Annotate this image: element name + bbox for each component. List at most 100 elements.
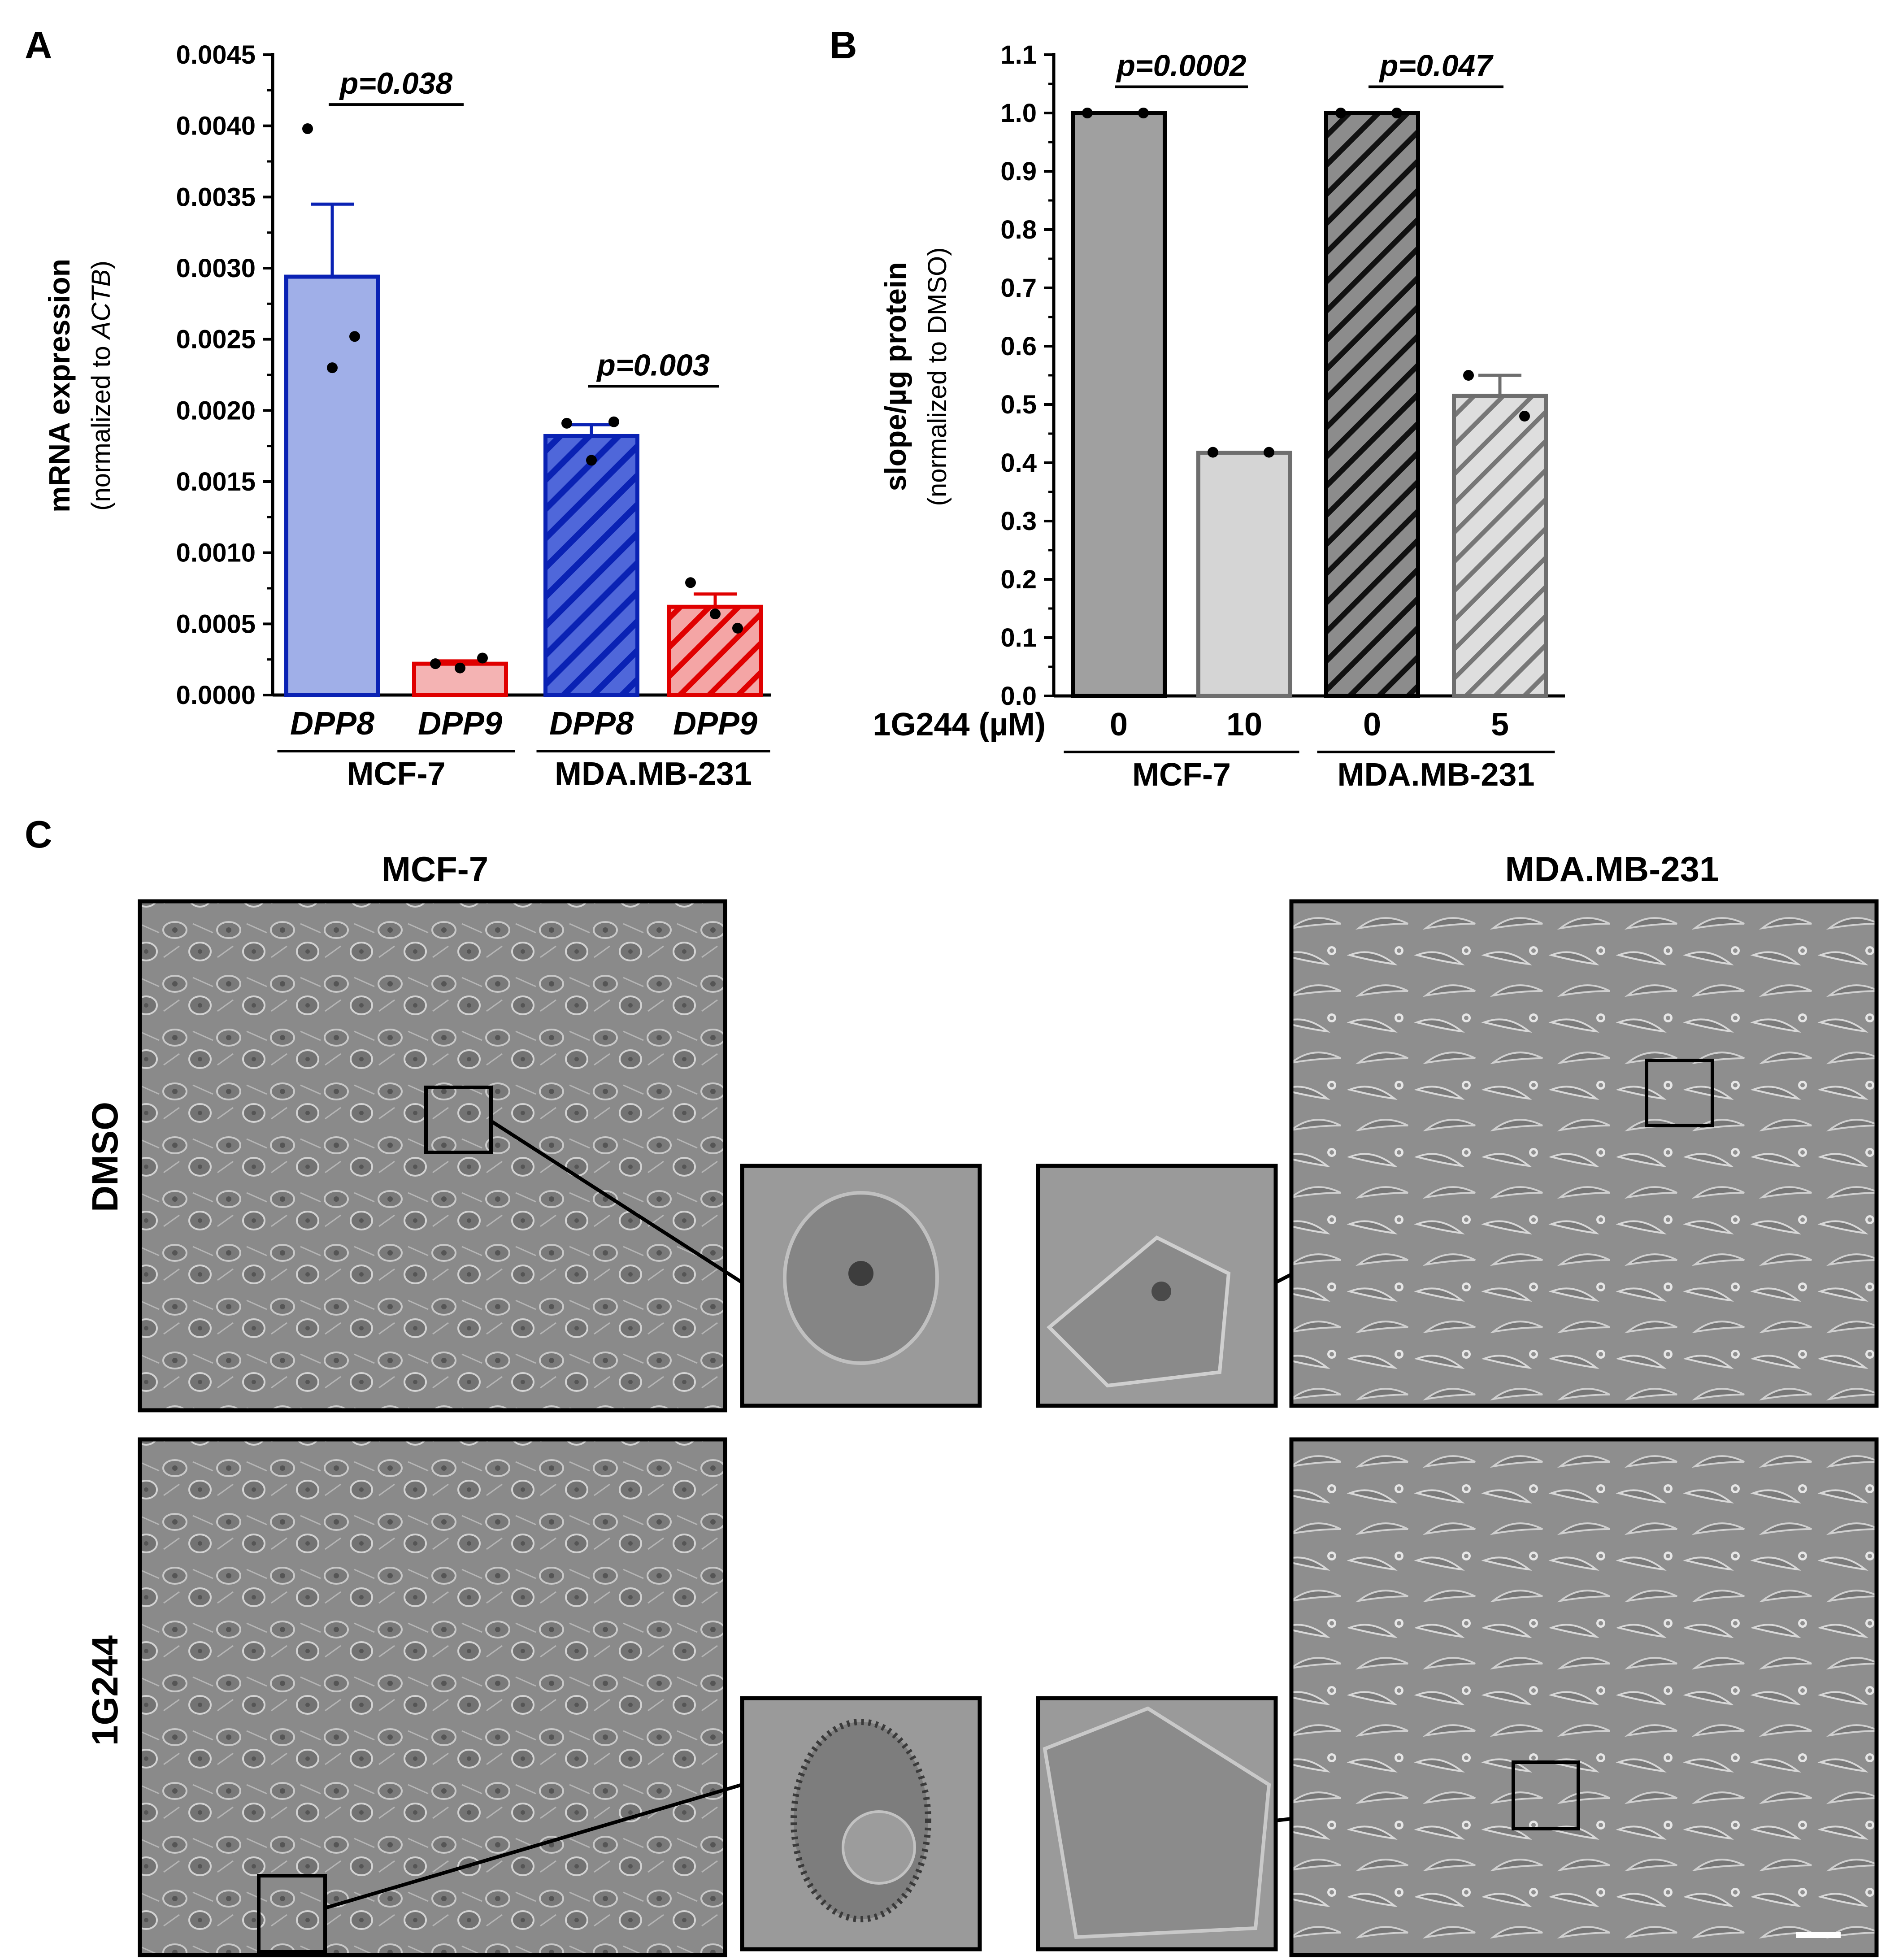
bar (1071, 111, 1167, 698)
y-tick-label: 0.0005 (176, 609, 256, 639)
chart-a-ylabel: mRNA expression (normalized to ACTB) (43, 259, 116, 513)
data-point (455, 662, 465, 674)
micrograph-panel: MCF-7 MDA.MB-231 DMSO 1G244 (85, 849, 1879, 1957)
y-tick-label: 0.6 (1000, 332, 1037, 361)
data-point (1335, 108, 1346, 118)
data-point (302, 123, 313, 135)
p-value-label: p=0.003 (596, 348, 710, 382)
data-point (327, 362, 338, 374)
zoom-box-mdamb231-1g244 (1512, 1760, 1580, 1830)
chart-a-bars (284, 123, 763, 697)
y-tick-label: 0.8 (1000, 215, 1037, 244)
y-tick-label: 0.0045 (176, 40, 256, 70)
data-point (710, 608, 721, 620)
data-point (685, 577, 696, 588)
data-point (561, 417, 572, 429)
category-label: 10 (1226, 707, 1262, 743)
data-point (1519, 411, 1530, 422)
bar (284, 274, 380, 697)
micrograph-mdamb231-1g244 (1289, 1437, 1879, 1957)
y-tick-label: 0.9 (1000, 157, 1037, 186)
data-point (608, 416, 619, 427)
y-tick-label: 1.1 (1000, 40, 1037, 70)
category-label: DPP8 (290, 706, 374, 742)
zoom-line-mcf7-1g244 (324, 1783, 743, 1910)
chart-b-axes: 0.0 0.1 0.2 0.3 0.4 0.5 0.6 0.7 0.8 0.9 1.0 1.1 (1000, 40, 1565, 711)
data-point (586, 455, 597, 466)
group-label: MCF-7 (1132, 757, 1231, 793)
y-tick-label: 0.0 (1000, 682, 1037, 711)
zoom-line-mcf7-dmso (490, 1119, 743, 1284)
row-label-1g244: 1G244 (85, 1635, 126, 1746)
p-value-label: p=0.047 (1379, 49, 1494, 83)
chart-b-ylabel: slope/µg protein (normalized to DMSO) (879, 248, 952, 506)
y-tick-label: 0.7 (1000, 274, 1037, 303)
data-point (477, 652, 488, 664)
panel-label-a: A (25, 24, 52, 67)
bar (667, 604, 763, 697)
category-label: DPP9 (418, 706, 502, 742)
group-label: MDA.MB-231 (555, 756, 752, 792)
zoom-box-mcf7-1g244 (257, 1874, 327, 1954)
bar (1196, 451, 1292, 698)
p-value-label: p=0.0002 (1116, 49, 1246, 83)
chart-a-labels: DPP8 DPP9 DPP8 DPP9 MCF-7 MDA.MB-231 p=0.038 p=… (277, 66, 770, 792)
data-point (1463, 370, 1474, 381)
x-axis-label: 1G244 (µM) (873, 707, 1046, 743)
row-label-dmso: DMSO (85, 1102, 126, 1212)
data-point (1082, 108, 1093, 118)
y-tick-label: 0.0030 (176, 254, 256, 283)
chart-a: 0.0000 0.0005 0.0010 0.0015 0.0020 0.0025 0.00… (43, 40, 771, 792)
p-value-label: p=0.038 (339, 66, 453, 100)
svg-text:slope/µg protein: slope/µg protein (879, 262, 912, 491)
category-label: DPP9 (673, 706, 757, 742)
chart-a-axes: 0.0000 0.0005 0.0010 0.0015 0.0020 0.0025 0.00… (176, 40, 771, 710)
data-point (1208, 447, 1218, 458)
data-point (349, 331, 360, 342)
category-label: 0 (1363, 707, 1381, 743)
micrograph-mcf7-dmso (138, 899, 727, 1412)
bar (543, 434, 639, 697)
chart-b-bars (1071, 108, 1548, 698)
inset-nucleolus-mcf7-dmso (848, 1261, 873, 1286)
category-label: DPP8 (549, 706, 634, 742)
bar (1324, 111, 1420, 698)
category-label: 5 (1491, 707, 1509, 743)
col-title-mdamb231: MDA.MB-231 (1505, 849, 1719, 889)
inset-nucleus-mcf7-1g244 (842, 1810, 916, 1885)
data-point (430, 658, 441, 669)
micrograph-mdamb231-dmso (1289, 899, 1879, 1408)
y-tick-label: 0.0010 (176, 539, 256, 568)
y-tick-label: 0.0000 (176, 681, 256, 710)
data-point (1264, 447, 1274, 458)
chart-b: 0.0 0.1 0.2 0.3 0.4 0.5 0.6 0.7 0.8 0.9 1.0 1.1 0 10… (873, 40, 1565, 793)
panel-label-c: C (25, 813, 52, 856)
y-tick-label: 0.0020 (176, 396, 256, 425)
group-label: MDA.MB-231 (1337, 757, 1534, 793)
y-tick-label: 0.0035 (176, 183, 256, 212)
data-point (1391, 108, 1402, 118)
chart-b-labels: 0 10 0 5 MCF-7 MDA.MB-231 p=0.0002 p=0.047 1G244… (873, 49, 1555, 793)
y-tick-label: 0.2 (1000, 565, 1037, 594)
y-tick-label: 0.0040 (176, 112, 256, 141)
y-tick-label: 0.0025 (176, 325, 256, 354)
inset-cell-mdamb231-1g244 (1043, 1706, 1271, 1939)
inset-nucleolus-mdamb231-dmso (1151, 1282, 1171, 1301)
data-point (732, 622, 743, 634)
svg-text:(normalized to ACTB): (normalized to ACTB) (87, 261, 116, 511)
y-tick-label: 0.4 (1000, 448, 1037, 478)
y-tick-label: 0.3 (1000, 507, 1037, 536)
data-point (1138, 108, 1149, 118)
panel-label-b: B (830, 24, 857, 67)
category-label: 0 (1110, 707, 1128, 743)
y-tick-label: 0.1 (1000, 623, 1037, 652)
y-tick-label: 1.0 (1000, 99, 1037, 128)
svg-text:(normalized to DMSO): (normalized to DMSO) (923, 248, 952, 506)
y-tick-label: 0.5 (1000, 390, 1037, 419)
zoom-box-mcf7-dmso (424, 1086, 493, 1154)
zoom-box-mdamb231-dmso (1645, 1059, 1714, 1127)
micrograph-mcf7-1g244 (138, 1437, 727, 1957)
col-title-mcf7: MCF-7 (382, 849, 488, 889)
inset-cell-mdamb231-dmso (1047, 1235, 1231, 1388)
